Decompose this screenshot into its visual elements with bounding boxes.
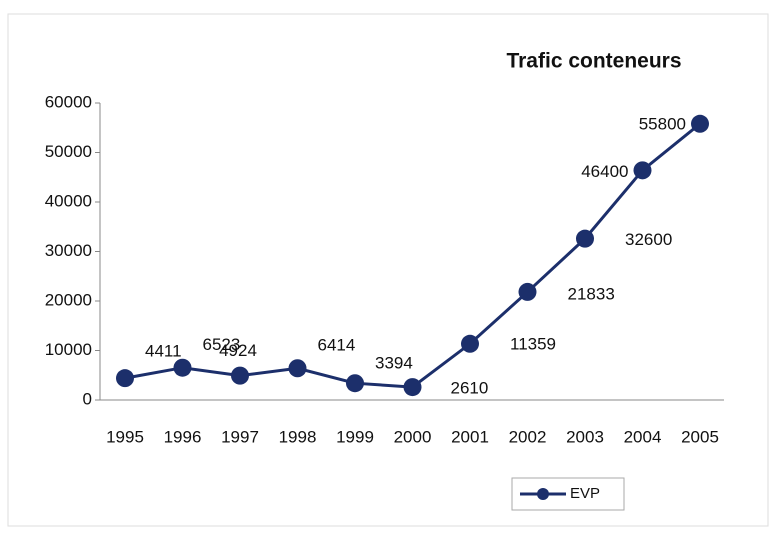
- x-tick-label: 2002: [509, 427, 547, 446]
- data-label: 55800: [639, 114, 686, 133]
- y-tick-label: 30000: [45, 241, 92, 260]
- x-tick-label: 1998: [279, 427, 317, 446]
- y-tick-label: 20000: [45, 290, 92, 309]
- x-tick-label: 2001: [451, 427, 489, 446]
- x-tick-label: 2005: [681, 427, 719, 446]
- data-label: 11359: [510, 334, 556, 353]
- point: [173, 358, 192, 377]
- y-tick-label: 60000: [45, 92, 92, 111]
- x-tick-label: 1999: [336, 427, 374, 446]
- point: [346, 374, 364, 393]
- y-tick-label: 50000: [45, 142, 92, 161]
- point: [403, 378, 422, 397]
- chart-title: Trafic conteneurs: [506, 50, 681, 73]
- data-label: 6523: [203, 335, 241, 354]
- x-tick-label: 2000: [394, 427, 432, 446]
- x-tick-label: 2004: [624, 427, 662, 446]
- y-tick-label: 10000: [45, 340, 92, 359]
- y-tick-label: 0: [83, 389, 92, 408]
- chart-border: [7, 13, 769, 527]
- y-tick-label: 40000: [45, 191, 92, 210]
- data-label: 6414: [318, 336, 356, 355]
- x-tick-label: 1995: [106, 427, 144, 446]
- legend-label: EVP: [570, 485, 600, 502]
- point: [461, 334, 479, 353]
- point: [518, 282, 537, 301]
- x-tick-label: 1996: [164, 427, 202, 446]
- x-tick-label: 2003: [566, 427, 604, 446]
- data-label: 21833: [568, 284, 615, 303]
- data-label: 2610: [451, 379, 489, 398]
- data-label: 3394: [375, 354, 413, 373]
- x-tick-label: 1997: [221, 427, 259, 446]
- point: [691, 114, 709, 133]
- legend-marker: [537, 488, 549, 500]
- data-label: 46400: [581, 162, 628, 181]
- data-label: 4411: [145, 342, 182, 361]
- point: [116, 369, 134, 388]
- data-label: 32600: [625, 230, 672, 249]
- point: [633, 161, 652, 180]
- point: [288, 359, 307, 378]
- point: [231, 366, 249, 385]
- point: [576, 229, 594, 248]
- data-label: 4924: [219, 341, 257, 360]
